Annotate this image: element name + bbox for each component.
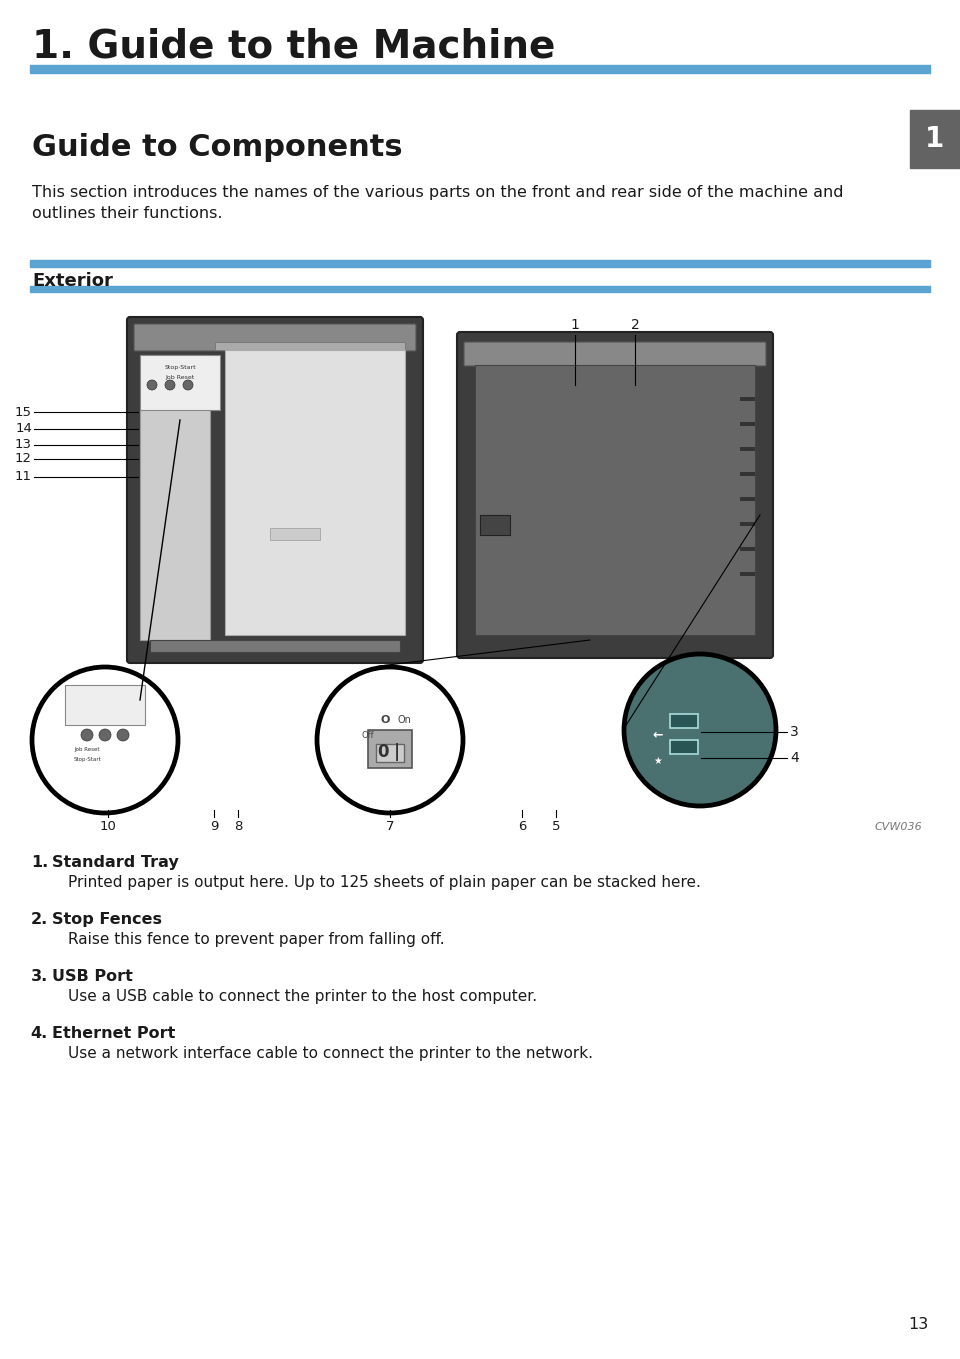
Text: 15: 15 [15, 405, 32, 419]
Bar [30, 260, 930, 266]
Text: ★: ★ [654, 756, 662, 766]
Text: 1: 1 [925, 125, 945, 154]
Circle shape [81, 728, 93, 741]
Text: Raise this fence to prevent paper from falling off.: Raise this fence to prevent paper from f… [68, 932, 444, 947]
Text: 11: 11 [15, 470, 32, 484]
Bar [740, 423, 755, 425]
Circle shape [316, 666, 464, 814]
FancyBboxPatch shape [464, 342, 766, 366]
Text: Stop·Start: Stop·Start [73, 757, 101, 762]
Text: Use a network interface cable to connect the printer to the network.: Use a network interface cable to connect… [68, 1046, 593, 1061]
Bar [215, 342, 405, 351]
Text: 1: 1 [570, 318, 580, 332]
Text: 8: 8 [234, 819, 242, 833]
Text: Ethernet Port: Ethernet Port [52, 1026, 176, 1041]
Circle shape [318, 669, 462, 811]
Bar [150, 640, 400, 652]
Text: 12: 12 [15, 453, 32, 466]
Text: Job Reset: Job Reset [74, 747, 100, 753]
Text: 13: 13 [908, 1317, 928, 1332]
Text: 2.: 2. [31, 912, 48, 927]
Text: 2: 2 [631, 318, 639, 332]
Bar [740, 497, 755, 501]
Text: Use a USB cable to connect the printer to the host computer.: Use a USB cable to connect the printer t… [68, 989, 538, 1004]
Text: ←: ← [653, 728, 663, 742]
Circle shape [183, 381, 193, 390]
Bar [910, 110, 960, 169]
Bar [140, 355, 210, 640]
Circle shape [625, 655, 775, 805]
Text: Stop·Start: Stop·Start [164, 366, 196, 371]
Circle shape [147, 381, 157, 390]
Text: Guide to Components: Guide to Components [32, 133, 402, 163]
Text: 3: 3 [790, 724, 799, 739]
Text: 6: 6 [517, 819, 526, 833]
Text: 3.: 3. [31, 969, 48, 984]
Text: On: On [398, 715, 412, 724]
FancyBboxPatch shape [127, 317, 423, 663]
Circle shape [623, 654, 777, 807]
Circle shape [33, 669, 177, 811]
Text: 10: 10 [100, 819, 116, 833]
Text: outlines their functions.: outlines their functions. [32, 205, 223, 220]
Bar [30, 65, 930, 73]
Bar [140, 355, 220, 410]
Text: Off: Off [362, 731, 374, 739]
Text: Stop Fences: Stop Fences [52, 912, 162, 927]
Text: USB Port: USB Port [52, 969, 132, 984]
Bar [740, 548, 755, 550]
Text: |: | [394, 743, 400, 761]
Bar [670, 713, 698, 728]
Text: O: O [380, 715, 390, 724]
Bar [225, 351, 405, 635]
Circle shape [31, 666, 179, 814]
Bar [740, 397, 755, 401]
Text: 1.: 1. [31, 855, 48, 870]
Text: 7: 7 [386, 819, 395, 833]
Text: Exterior: Exterior [32, 272, 113, 289]
Bar [480, 515, 510, 535]
Text: 4: 4 [790, 752, 799, 765]
Text: 5: 5 [552, 819, 561, 833]
Text: 4.: 4. [31, 1026, 48, 1041]
Text: CVW036: CVW036 [875, 822, 923, 832]
Bar [740, 447, 755, 451]
Text: 9: 9 [210, 819, 218, 833]
Text: Printed paper is output here. Up to 125 sheets of plain paper can be stacked her: Printed paper is output here. Up to 125 … [68, 875, 701, 890]
FancyBboxPatch shape [134, 323, 416, 351]
Bar [740, 572, 755, 576]
Text: This section introduces the names of the various parts on the front and rear sid: This section introduces the names of the… [32, 185, 844, 200]
FancyBboxPatch shape [457, 332, 773, 658]
Circle shape [165, 381, 175, 390]
Bar [670, 741, 698, 754]
Bar [475, 366, 755, 635]
Bar [740, 522, 755, 526]
Bar [376, 743, 404, 762]
Text: 13: 13 [15, 439, 32, 451]
Text: Standard Tray: Standard Tray [52, 855, 179, 870]
Text: Job Reset: Job Reset [165, 375, 195, 379]
Bar [30, 285, 930, 292]
Bar [270, 529, 320, 540]
Bar [740, 472, 755, 476]
Text: 0: 0 [377, 743, 389, 761]
Bar [65, 685, 145, 724]
Text: 14: 14 [15, 423, 32, 435]
Bar [368, 730, 412, 768]
Circle shape [99, 728, 111, 741]
Text: 1. Guide to the Machine: 1. Guide to the Machine [32, 27, 556, 65]
Circle shape [117, 728, 129, 741]
